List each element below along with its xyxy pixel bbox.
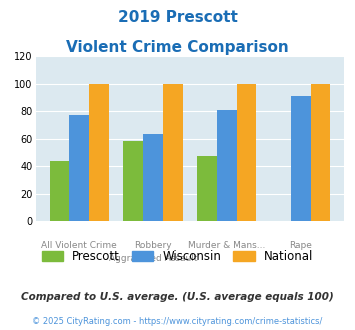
Text: Rape: Rape <box>289 241 312 249</box>
Bar <box>197 156 217 221</box>
Text: All Violent Crime: All Violent Crime <box>41 241 117 249</box>
Bar <box>69 115 89 221</box>
Bar <box>237 83 256 221</box>
Text: 2019 Prescott: 2019 Prescott <box>118 10 237 25</box>
Bar <box>217 110 237 221</box>
Bar <box>124 141 143 221</box>
Bar <box>311 83 330 221</box>
Bar <box>89 83 109 221</box>
Text: © 2025 CityRating.com - https://www.cityrating.com/crime-statistics/: © 2025 CityRating.com - https://www.city… <box>32 317 323 326</box>
Text: Murder & Mans...: Murder & Mans... <box>188 241 266 249</box>
Text: Aggravated Assault: Aggravated Assault <box>109 254 197 263</box>
Bar <box>291 96 311 221</box>
Text: Robbery: Robbery <box>134 241 172 249</box>
Text: Compared to U.S. average. (U.S. average equals 100): Compared to U.S. average. (U.S. average … <box>21 292 334 302</box>
Bar <box>163 83 182 221</box>
Bar <box>50 161 69 221</box>
Text: Violent Crime Comparison: Violent Crime Comparison <box>66 40 289 54</box>
Legend: Prescott, Wisconsin, National: Prescott, Wisconsin, National <box>37 245 318 268</box>
Bar <box>143 134 163 221</box>
